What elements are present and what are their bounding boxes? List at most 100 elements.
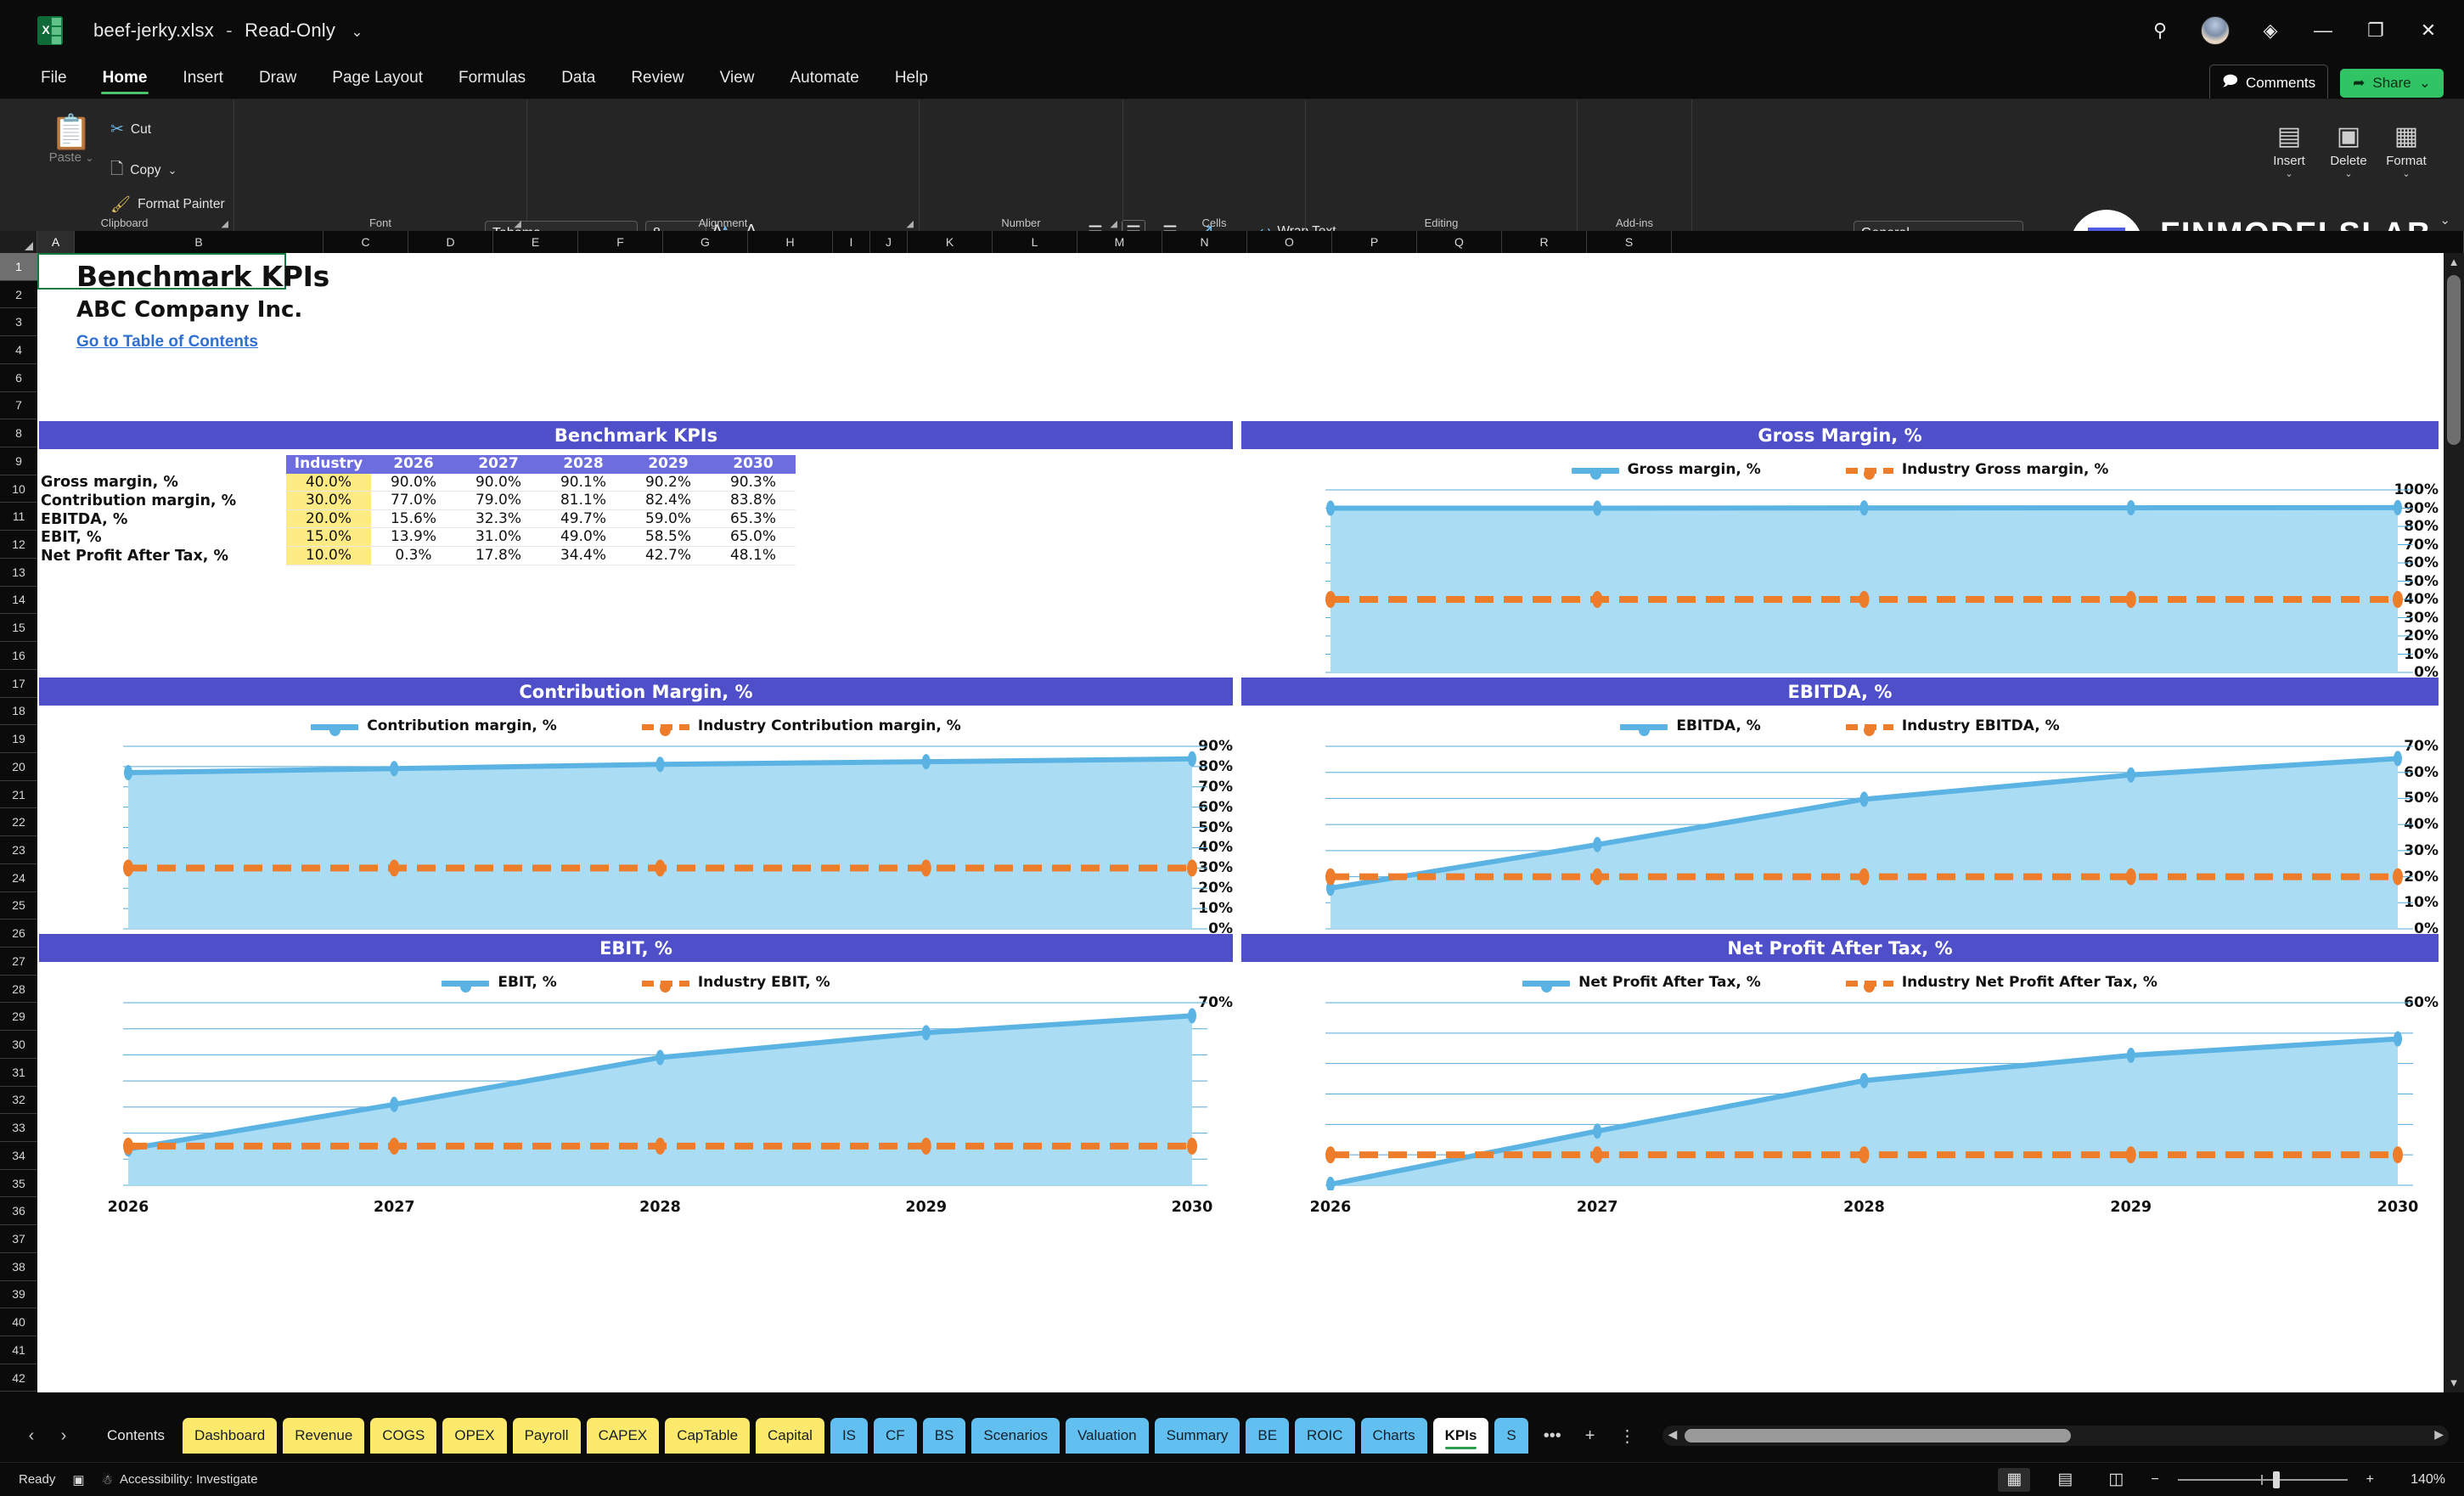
copy-button[interactable]: 🗋 Copy ⌄ [110, 157, 177, 184]
chart-ebit[interactable]: EBIT, % EBIT, % Industry EBIT, % 70% 2026 202… [39, 934, 1233, 1216]
column-header-n[interactable]: N [1162, 231, 1247, 253]
row-header-29[interactable]: 29 [0, 1003, 37, 1032]
row-header-36[interactable]: 36 [0, 1197, 37, 1226]
page-break-view-button[interactable]: ◫ [2108, 1471, 2124, 1488]
legend-item[interactable]: Gross margin, % [1571, 461, 1761, 481]
close-icon[interactable]: ✕ [2420, 20, 2437, 41]
scroll-up-icon[interactable]: ▲ [2448, 256, 2460, 268]
table-row[interactable]: EBITDA, % 20.0% 15.6% 32.3% 49.7% 59.0% 65.3% [37, 509, 796, 529]
document-title[interactable]: beef-jerky.xlsx - Read-Only ⌄ [93, 20, 363, 42]
kpi-cell[interactable]: 20.0% [286, 509, 371, 529]
kpi-cell[interactable]: 30.0% [286, 492, 371, 510]
ribbon-tab-view[interactable]: View [719, 69, 755, 87]
column-header-f[interactable]: F [578, 231, 663, 253]
chevron-down-icon[interactable]: ⌄ [167, 164, 177, 177]
table-row[interactable]: EBIT, % 15.0% 13.9% 31.0% 49.0% 58.5% 65.0% [37, 528, 796, 547]
sheet-tab-cf[interactable]: CF [874, 1418, 917, 1454]
ribbon-tab-file[interactable]: File [41, 69, 67, 87]
kpi-cell[interactable]: 17.8% [456, 547, 541, 565]
legend-item[interactable]: Industry EBITDA, % [1845, 717, 2060, 737]
row-header-21[interactable]: 21 [0, 781, 37, 809]
column-header-h[interactable]: H [748, 231, 833, 253]
kpi-cell[interactable]: 59.0% [626, 510, 711, 529]
ribbon-tab-help[interactable]: Help [894, 69, 928, 87]
sheet-tab-capex[interactable]: CAPEX [586, 1418, 660, 1454]
select-all-button[interactable] [0, 231, 37, 253]
next-sheet-button[interactable]: › [60, 1426, 67, 1445]
ribbon-tab-page-layout[interactable]: Page Layout [332, 69, 423, 87]
recording-icon[interactable]: ▣ [72, 1472, 85, 1488]
column-header-k[interactable]: K [908, 231, 993, 253]
table-row[interactable]: Net Profit After Tax, % 10.0% 0.3% 17.8% 34.… [37, 546, 796, 565]
row-header-18[interactable]: 18 [0, 698, 37, 726]
legend-item[interactable]: Net Profit After Tax, % [1522, 974, 1761, 993]
page-layout-view-button[interactable]: ▤ [2057, 1471, 2073, 1488]
row-header-31[interactable]: 31 [0, 1059, 37, 1087]
row-header-4[interactable]: 4 [0, 336, 37, 364]
kpi-cell[interactable]: 31.0% [456, 528, 541, 547]
sheet-tab-s[interactable]: S [1494, 1418, 1528, 1454]
row-header-26[interactable]: 26 [0, 920, 37, 948]
ribbon-tab-review[interactable]: Review [631, 69, 684, 87]
search-icon[interactable]: ⚲ [2152, 20, 2168, 41]
kpi-cell[interactable]: 48.1% [711, 547, 796, 565]
kpi-cell[interactable]: 90.0% [371, 474, 456, 492]
format-painter-button[interactable]: 🖌 Format Painter [110, 194, 225, 215]
dialog-launcher-icon[interactable]: ◢ [906, 219, 914, 229]
sheet-tab-payroll[interactable]: Payroll [512, 1418, 581, 1454]
chart-gross-margin[interactable]: Gross Margin, % Gross margin, % Industry G… [1241, 421, 2439, 703]
sheet-tab-valuation[interactable]: Valuation [1065, 1418, 1149, 1454]
kpi-cell[interactable]: 0.3% [371, 547, 456, 565]
row-header-1[interactable]: 1 [0, 253, 37, 281]
row-header-35[interactable]: 35 [0, 1170, 37, 1198]
vertical-scroll-thumb[interactable] [2447, 275, 2461, 445]
kpi-cell[interactable]: 82.4% [626, 492, 711, 510]
legend-item[interactable]: Industry Contribution margin, % [641, 717, 961, 737]
row-header-17[interactable]: 17 [0, 670, 37, 698]
kpi-cell[interactable]: 90.3% [711, 474, 796, 492]
column-header-r[interactable]: R [1502, 231, 1587, 253]
legend-item[interactable]: Industry Gross margin, % [1845, 461, 2108, 481]
sheet-tab-revenue[interactable]: Revenue [283, 1418, 365, 1454]
chevron-down-icon[interactable]: ⌄ [2285, 169, 2293, 179]
horizontal-scrollbar[interactable]: ◀ ▶ [1662, 1426, 2449, 1446]
column-header-j[interactable]: J [870, 231, 908, 253]
sheet-tab-be[interactable]: BE [1246, 1418, 1290, 1454]
row-header-19[interactable]: 19 [0, 725, 37, 753]
row-header-38[interactable]: 38 [0, 1253, 37, 1281]
dialog-launcher-icon[interactable]: ◢ [221, 219, 228, 229]
zoom-out-button[interactable]: − [2151, 1471, 2159, 1487]
column-header-a[interactable]: A [37, 231, 75, 253]
zoom-slider-handle[interactable] [2272, 1471, 2280, 1488]
sheet-tab-is[interactable]: IS [830, 1418, 869, 1454]
column-header-c[interactable]: C [323, 231, 408, 253]
row-header-13[interactable]: 13 [0, 559, 37, 587]
delete-cells-button[interactable]: ▣ Delete ⌄ [2321, 121, 2377, 179]
row-header-32[interactable]: 32 [0, 1087, 37, 1115]
kpi-cell[interactable]: 83.8% [711, 492, 796, 510]
zoom-level-label[interactable]: 140% [2411, 1471, 2445, 1487]
kpi-cell[interactable]: 15.6% [371, 510, 456, 529]
go-to-table-of-contents-link[interactable]: Go to Table of Contents [76, 333, 258, 351]
legend-item[interactable]: Contribution margin, % [311, 717, 557, 737]
sheet-tab-opex[interactable]: OPEX [442, 1418, 507, 1454]
row-header-6[interactable]: 6 [0, 364, 37, 392]
column-header-o[interactable]: O [1247, 231, 1332, 253]
chart-ebitda[interactable]: EBITDA, % EBITDA, % Industry EBITDA, % 0% 10… [1241, 678, 2439, 959]
sheet-tab-scenarios[interactable]: Scenarios [971, 1418, 1060, 1454]
row-header-22[interactable]: 22 [0, 808, 37, 837]
scroll-left-icon[interactable]: ◀ [1668, 1427, 1678, 1441]
ribbon-tab-draw[interactable]: Draw [258, 69, 297, 87]
column-header-g[interactable]: G [663, 231, 748, 253]
row-header-27[interactable]: 27 [0, 948, 37, 976]
row-header-25[interactable]: 25 [0, 892, 37, 920]
kpi-cell[interactable]: 65.0% [711, 528, 796, 547]
sheet-tab-bs[interactable]: BS [922, 1418, 966, 1454]
kpi-cell[interactable]: 49.0% [541, 528, 626, 547]
sheet-tab-kpis[interactable]: KPIs [1432, 1418, 1489, 1454]
zoom-slider[interactable] [2177, 1471, 2348, 1488]
table-row[interactable]: Contribution margin, % 30.0% 77.0% 79.0% 81.… [37, 492, 796, 510]
ribbon-tab-insert[interactable]: Insert [183, 69, 223, 87]
row-header-23[interactable]: 23 [0, 836, 37, 864]
legend-item[interactable]: EBIT, % [442, 974, 557, 993]
